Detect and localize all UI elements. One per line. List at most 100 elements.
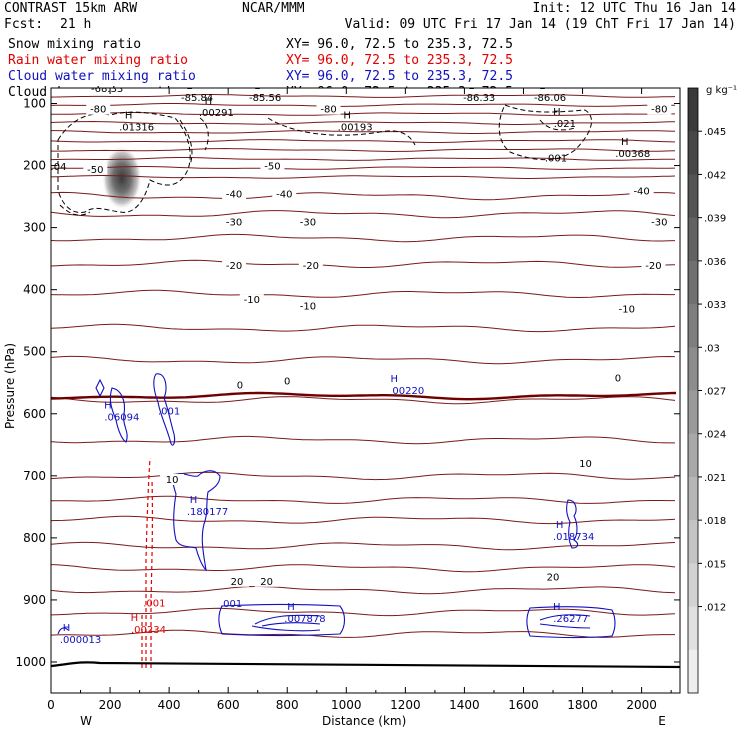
legend-field-1: Rain water mixing ratio xyxy=(8,53,188,68)
isotherm-label: 20 xyxy=(231,577,244,588)
isotherm-label: -10 xyxy=(244,295,260,306)
isotherm-line xyxy=(51,515,676,525)
x-tick-label: 400 xyxy=(158,698,181,712)
east-label: E xyxy=(658,714,666,728)
isotherm-line xyxy=(51,435,675,445)
rain-extremum-marker: H xyxy=(131,613,139,624)
isotherm-zero-line xyxy=(51,391,677,401)
west-label: W xyxy=(80,714,92,728)
isotherm-label: -80 xyxy=(651,105,667,116)
legend-xy-0: XY= 96.0, 72.5 to 235.3, 72.5 xyxy=(286,37,513,52)
colorbar-label: .045 xyxy=(704,127,726,138)
isotherm-line xyxy=(51,103,676,107)
x-tick-label: 1400 xyxy=(449,698,480,712)
y-tick-label: 500 xyxy=(23,345,46,359)
isotherm-label: -10 xyxy=(300,301,316,312)
isotherm-label: 20 xyxy=(260,577,273,588)
isotherm-label-bg xyxy=(95,88,120,95)
cloud-value-label: .001 xyxy=(158,407,180,418)
y-tick-label: 800 xyxy=(23,531,46,545)
isotherm-line xyxy=(51,396,676,405)
colorbar-label: .018 xyxy=(704,516,726,527)
y-axis-label: Pressure (hPa) xyxy=(3,343,17,429)
x-axis: 0 200 400 600 800 1000 1200 1400 1600 1800 2000 xyxy=(47,88,672,712)
cloud-extremum-marker: H xyxy=(391,374,399,385)
init-time: Init: 12 UTC Thu 16 Jan 14 xyxy=(533,1,737,16)
isotherm-label-bg xyxy=(86,103,111,115)
colorbar-unit: g kg⁻¹ xyxy=(706,85,737,96)
isotherm-line xyxy=(51,175,676,179)
terrain-line xyxy=(50,661,681,669)
isotherm-line xyxy=(51,495,675,504)
cloud-extremum-marker: H xyxy=(287,602,295,613)
cloud-ice-contours xyxy=(57,104,593,216)
model-title: CONTRAST 15km ARW xyxy=(4,1,137,16)
colorbar-swatch xyxy=(688,131,698,175)
y-tick-label: 1000 xyxy=(15,655,46,669)
x-tick-label: 1000 xyxy=(331,698,362,712)
isotherm-label: -50 xyxy=(87,165,103,176)
snow-maximum xyxy=(101,145,142,210)
legend-field-2: Cloud water mixing ratio xyxy=(8,69,196,84)
extremum-marker: H xyxy=(553,107,561,118)
isotherm-label-bg xyxy=(222,188,247,200)
temperature-contours xyxy=(51,94,677,638)
isotherm-label-bg xyxy=(316,103,341,115)
colorbar-label: .042 xyxy=(704,170,726,181)
extremum-value: .001 xyxy=(545,153,567,164)
isotherm-label: -68.33 xyxy=(91,84,123,95)
isotherm-label-bg xyxy=(541,571,566,583)
x-tick-label: 200 xyxy=(99,698,122,712)
isotherm-line xyxy=(51,191,676,201)
cloud-value-label: .018734 xyxy=(553,532,594,543)
isotherm-label-bg xyxy=(647,103,672,115)
isotherm-line xyxy=(51,629,675,638)
colorbar-swatch xyxy=(688,563,698,608)
isotherm-label: 10 xyxy=(579,459,592,470)
extremum-marker: H xyxy=(621,137,629,148)
isotherm-line xyxy=(51,147,676,153)
isotherm-label: -10 xyxy=(619,304,635,315)
plot-frame xyxy=(50,87,681,694)
colorbar-label: .039 xyxy=(704,214,726,225)
isotherm-line xyxy=(51,586,676,595)
colorbar-label: .015 xyxy=(704,559,726,570)
isotherm-label: -20 xyxy=(303,261,319,272)
isotherm-line xyxy=(51,210,676,219)
isotherm-label: -40 xyxy=(276,190,292,201)
legend-xy-1: XY= 96.0, 72.5 to 235.3, 72.5 xyxy=(286,53,513,68)
cloud-extremum-marker: H xyxy=(190,495,198,506)
extremum-value: .021 xyxy=(554,119,576,130)
isotherm-line xyxy=(51,233,676,243)
legend-xy-2: XY= 96.0, 72.5 to 235.3, 72.5 xyxy=(286,69,513,84)
y-tick-label: 100 xyxy=(23,97,46,111)
x-tick-label: 800 xyxy=(276,698,299,712)
isotherm-label-bg xyxy=(83,163,108,175)
cloud-value-label: 00220 xyxy=(392,386,424,397)
cloud-extremum-marker: H xyxy=(104,401,112,412)
isotherm-label-bg xyxy=(605,372,630,384)
extremum-value: .00368 xyxy=(615,149,650,160)
isotherm-label: -30 xyxy=(300,218,316,229)
isotherm-label-bg xyxy=(295,300,320,312)
isotherm-label-bg xyxy=(160,474,185,486)
cloud-value-label: .06094 xyxy=(104,413,139,424)
cloud-value-label: .180177 xyxy=(187,507,228,518)
y-tick-label: 600 xyxy=(23,407,46,421)
cloud-value-label: .001 xyxy=(220,599,242,610)
isotherm-label: -80 xyxy=(320,105,336,116)
legend-field-0: Snow mixing ratio xyxy=(8,37,141,52)
isotherm-line xyxy=(51,607,676,617)
isotherm-line xyxy=(51,94,676,98)
colorbar-swatch xyxy=(688,88,698,132)
extremum-value: 104 xyxy=(47,162,66,173)
y-tick-label: 700 xyxy=(23,469,46,483)
isotherm-label: -80 xyxy=(90,105,106,116)
isotherm-label-bg xyxy=(260,160,285,172)
isotherm-label-bg xyxy=(222,259,247,271)
colorbar-swatch xyxy=(688,520,698,564)
y-tick-label: 300 xyxy=(23,221,46,235)
cloud-water-contours xyxy=(57,373,616,639)
isotherm-label: 0 xyxy=(615,373,621,384)
